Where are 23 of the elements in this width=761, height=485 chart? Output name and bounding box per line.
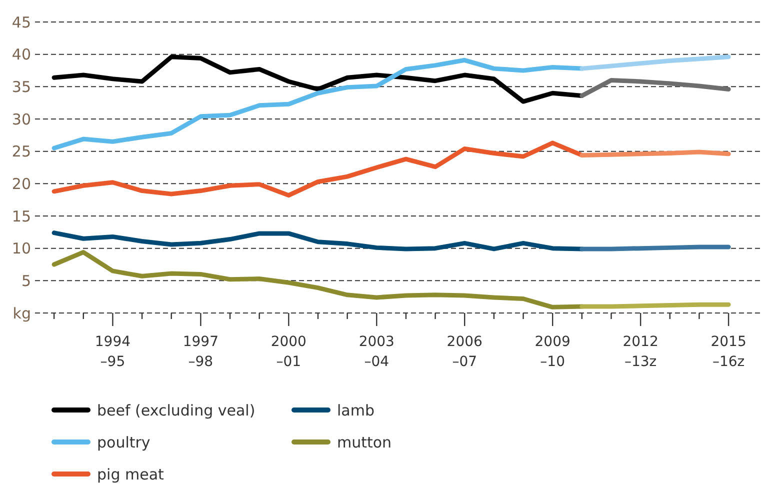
y-tick-label: 35 (12, 78, 31, 96)
y-tick-label: 5 (21, 272, 31, 290)
legend-label: beef (excluding veal) (97, 401, 256, 420)
x-tick-label: 2015 –16z (710, 334, 746, 370)
y-tick-label: 40 (12, 46, 31, 64)
legend-label: poultry (97, 433, 150, 452)
legend-label: lamb (337, 401, 374, 420)
y-tick-label: 10 (12, 240, 31, 258)
x-tick-label: 2006 –07 (446, 334, 483, 370)
y-tick-label: 20 (12, 174, 31, 193)
x-tick-label: 2003 –04 (358, 334, 394, 370)
y-tick-label: 30 (12, 110, 31, 128)
legend-label: pig meat (97, 465, 164, 484)
y-tick-label: 45 (12, 13, 31, 32)
y-tick-label: 15 (12, 207, 31, 226)
x-tick-label: 1994 –95 (94, 334, 131, 370)
x-tick-label: 2000 –01 (270, 334, 306, 370)
y-tick-label: kg (12, 304, 31, 322)
x-tick-label: 2012 –13z (622, 334, 658, 370)
legend-label: mutton (337, 433, 392, 452)
x-tick-label: 2009 –10 (534, 334, 570, 370)
x-tick-label: 1997 –98 (182, 334, 219, 370)
y-tick-label: 25 (12, 142, 31, 161)
